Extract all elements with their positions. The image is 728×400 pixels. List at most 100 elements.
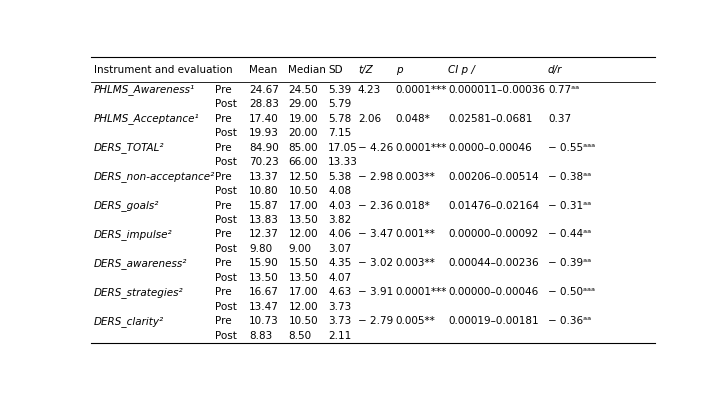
Text: 4.06: 4.06 [328,230,351,240]
Text: − 0.38ᵃᵃ: − 0.38ᵃᵃ [548,172,591,182]
Text: 0.003**: 0.003** [396,258,435,268]
Text: Post: Post [215,99,237,109]
Text: 10.50: 10.50 [288,186,318,196]
Text: SD: SD [328,65,343,75]
Text: 8.50: 8.50 [288,331,312,341]
Text: DERS_goals²: DERS_goals² [94,200,159,211]
Text: − 2.79: − 2.79 [358,316,393,326]
Text: PHLMS_Awareness¹: PHLMS_Awareness¹ [94,84,195,95]
Text: 10.73: 10.73 [249,316,279,326]
Text: 15.90: 15.90 [249,258,279,268]
Text: 10.80: 10.80 [249,186,279,196]
Text: 0.01476–0.02164: 0.01476–0.02164 [448,200,539,210]
Text: 10.50: 10.50 [288,316,318,326]
Text: 4.23: 4.23 [358,85,381,95]
Text: 0.77ᵃᵃ: 0.77ᵃᵃ [548,85,579,95]
Text: 4.08: 4.08 [328,186,351,196]
Text: 12.00: 12.00 [288,230,318,240]
Text: Post: Post [215,273,237,283]
Text: 0.018*: 0.018* [396,200,430,210]
Text: − 0.31ᵃᵃ: − 0.31ᵃᵃ [548,200,591,210]
Text: 12.50: 12.50 [288,172,318,182]
Text: 13.50: 13.50 [288,273,318,283]
Text: 0.0001***: 0.0001*** [396,85,447,95]
Text: 0.048*: 0.048* [396,114,430,124]
Text: DERS_clarity²: DERS_clarity² [94,316,164,327]
Text: Pre: Pre [215,172,232,182]
Text: − 0.39ᵃᵃ: − 0.39ᵃᵃ [548,258,591,268]
Text: 70.23: 70.23 [249,157,279,167]
Text: 17.40: 17.40 [249,114,279,124]
Text: − 4.26: − 4.26 [358,143,393,153]
Text: Pre: Pre [215,258,232,268]
Text: Instrument and evaluation: Instrument and evaluation [94,65,232,75]
Text: − 3.02: − 3.02 [358,258,393,268]
Text: Pre: Pre [215,114,232,124]
Text: DERS_impulse²: DERS_impulse² [94,229,173,240]
Text: 84.90: 84.90 [249,143,279,153]
Text: 17.00: 17.00 [288,287,318,297]
Text: 15.50: 15.50 [288,258,318,268]
Text: 19.00: 19.00 [288,114,318,124]
Text: 0.00019–0.00181: 0.00019–0.00181 [448,316,539,326]
Text: 2.11: 2.11 [328,331,351,341]
Text: 19.93: 19.93 [249,128,279,138]
Text: 13.37: 13.37 [249,172,279,182]
Text: DERS_awareness²: DERS_awareness² [94,258,187,269]
Text: 0.001**: 0.001** [396,230,435,240]
Text: 4.35: 4.35 [328,258,351,268]
Text: Post: Post [215,186,237,196]
Text: 12.37: 12.37 [249,230,279,240]
Text: 29.00: 29.00 [288,99,318,109]
Text: 16.67: 16.67 [249,287,279,297]
Text: 3.82: 3.82 [328,215,351,225]
Text: 5.79: 5.79 [328,99,351,109]
Text: Post: Post [215,215,237,225]
Text: PHLMS_Acceptance¹: PHLMS_Acceptance¹ [94,113,199,124]
Text: 13.33: 13.33 [328,157,358,167]
Text: − 0.55ᵃᵃᵃ: − 0.55ᵃᵃᵃ [548,143,595,153]
Text: 13.47: 13.47 [249,302,279,312]
Text: 0.0001***: 0.0001*** [396,143,447,153]
Text: 5.39: 5.39 [328,85,351,95]
Text: Post: Post [215,331,237,341]
Text: − 0.36ᵃᵃ: − 0.36ᵃᵃ [548,316,591,326]
Text: − 2.36: − 2.36 [358,200,393,210]
Text: 0.37: 0.37 [548,114,571,124]
Text: Post: Post [215,302,237,312]
Text: 8.83: 8.83 [249,331,272,341]
Text: Post: Post [215,244,237,254]
Text: − 0.44ᵃᵃ: − 0.44ᵃᵃ [548,230,591,240]
Text: Pre: Pre [215,316,232,326]
Text: Pre: Pre [215,200,232,210]
Text: DERS_non-acceptance²: DERS_non-acceptance² [94,171,215,182]
Text: 24.50: 24.50 [288,85,318,95]
Text: t/Z: t/Z [358,65,373,75]
Text: 0.00044–0.00236: 0.00044–0.00236 [448,258,539,268]
Text: 5.38: 5.38 [328,172,351,182]
Text: 0.00000–0.00092: 0.00000–0.00092 [448,230,539,240]
Text: 5.78: 5.78 [328,114,351,124]
Text: 3.07: 3.07 [328,244,351,254]
Text: 0.003**: 0.003** [396,172,435,182]
Text: 0.000011–0.00036: 0.000011–0.00036 [448,85,545,95]
Text: d/r: d/r [548,65,562,75]
Text: Pre: Pre [215,143,232,153]
Text: 15.87: 15.87 [249,200,279,210]
Text: 17.00: 17.00 [288,200,318,210]
Text: − 2.98: − 2.98 [358,172,393,182]
Text: 2.06: 2.06 [358,114,381,124]
Text: 13.83: 13.83 [249,215,279,225]
Text: 0.005**: 0.005** [396,316,435,326]
Text: 0.00206–0.00514: 0.00206–0.00514 [448,172,539,182]
Text: 0.0000–0.00046: 0.0000–0.00046 [448,143,532,153]
Text: Pre: Pre [215,287,232,297]
Text: 13.50: 13.50 [249,273,279,283]
Text: CI p /: CI p / [448,65,475,75]
Text: 28.83: 28.83 [249,99,279,109]
Text: Mean: Mean [249,65,277,75]
Text: 66.00: 66.00 [288,157,318,167]
Text: 13.50: 13.50 [288,215,318,225]
Text: − 3.91: − 3.91 [358,287,393,297]
Text: Post: Post [215,157,237,167]
